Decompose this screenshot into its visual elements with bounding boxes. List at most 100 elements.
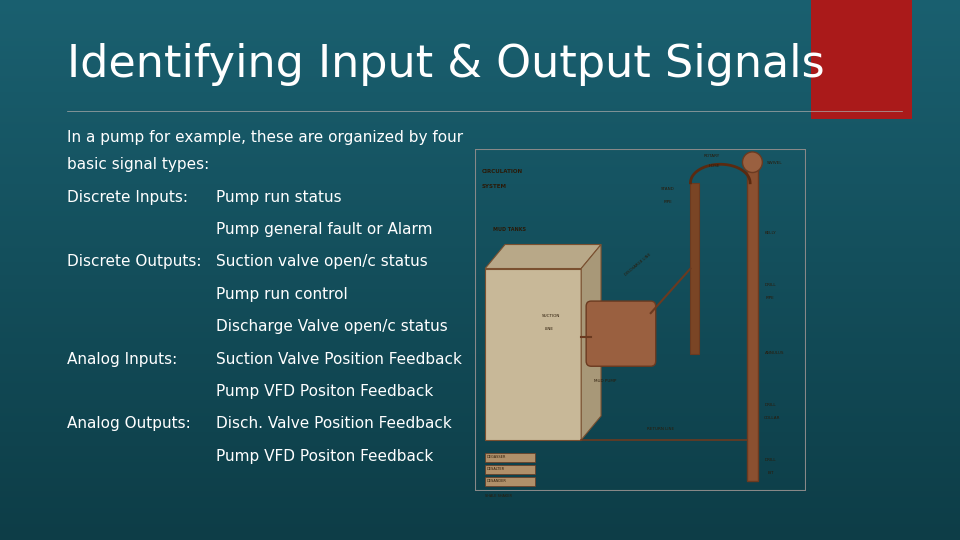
Text: Disch. Valve Position Feedback: Disch. Valve Position Feedback <box>216 416 452 431</box>
Bar <box>0 316 960 319</box>
Bar <box>0 248 960 251</box>
Bar <box>0 267 960 270</box>
Bar <box>0 184 960 186</box>
Bar <box>0 151 960 154</box>
Bar <box>0 138 960 140</box>
Text: In a pump for example, these are organized by four: In a pump for example, these are organiz… <box>67 130 464 145</box>
Bar <box>0 38 960 40</box>
Bar <box>0 335 960 338</box>
Bar <box>0 313 960 316</box>
Bar <box>0 297 960 300</box>
Bar <box>0 346 960 348</box>
Bar <box>0 159 960 162</box>
Bar <box>0 472 960 475</box>
Bar <box>0 192 960 194</box>
Bar <box>0 378 960 381</box>
Bar <box>0 338 960 340</box>
Bar <box>0 167 960 170</box>
Bar <box>0 373 960 375</box>
Bar <box>0 413 960 416</box>
Bar <box>0 3 960 5</box>
Bar <box>0 535 960 537</box>
Bar <box>0 329 960 332</box>
Bar <box>0 478 960 481</box>
Bar <box>0 381 960 383</box>
Bar <box>0 408 960 410</box>
Bar <box>0 310 960 313</box>
Bar <box>0 356 960 359</box>
Bar <box>0 513 960 516</box>
Bar <box>0 43 960 46</box>
Bar <box>0 486 960 489</box>
Bar <box>0 302 960 305</box>
Bar <box>0 186 960 189</box>
Bar <box>0 510 960 513</box>
Bar <box>0 418 960 421</box>
Bar <box>0 94 960 97</box>
Bar <box>0 202 960 205</box>
Bar <box>0 321 960 324</box>
Bar <box>0 364 960 367</box>
Bar <box>0 367 960 370</box>
Bar <box>0 273 960 275</box>
Text: Pump run control: Pump run control <box>216 287 348 302</box>
Bar <box>0 51 960 54</box>
Bar <box>0 40 960 43</box>
Bar <box>0 284 960 286</box>
Bar <box>0 81 960 84</box>
Bar <box>0 59 960 62</box>
Bar <box>0 124 960 127</box>
Bar <box>0 221 960 224</box>
Bar <box>0 68 960 70</box>
Bar <box>0 119 960 122</box>
Bar <box>0 265 960 267</box>
Bar <box>0 97 960 100</box>
Bar <box>0 386 960 389</box>
Bar <box>0 462 960 464</box>
Bar <box>0 127 960 130</box>
Bar <box>0 157 960 159</box>
Text: Pump VFD Positon Feedback: Pump VFD Positon Feedback <box>216 449 433 464</box>
Bar <box>0 213 960 216</box>
Bar <box>0 524 960 526</box>
Bar <box>0 11 960 14</box>
Bar <box>0 481 960 483</box>
Bar <box>0 251 960 254</box>
Bar <box>0 424 960 427</box>
Bar <box>0 435 960 437</box>
Bar <box>0 456 960 459</box>
Bar <box>0 100 960 103</box>
Bar <box>0 362 960 364</box>
Bar <box>0 146 960 148</box>
Bar <box>0 256 960 259</box>
Bar <box>0 54 960 57</box>
Bar <box>0 73 960 76</box>
Bar <box>0 92 960 94</box>
Text: Pump VFD Positon Feedback: Pump VFD Positon Feedback <box>216 384 433 399</box>
Bar <box>0 224 960 227</box>
Bar <box>0 230 960 232</box>
Text: Pump run status: Pump run status <box>216 190 342 205</box>
Text: Identifying Input & Output Signals: Identifying Input & Output Signals <box>67 43 825 86</box>
Bar <box>0 86 960 89</box>
Bar <box>0 421 960 424</box>
Bar <box>0 49 960 51</box>
Bar <box>0 148 960 151</box>
Bar <box>0 475 960 478</box>
Bar <box>0 130 960 132</box>
Bar <box>0 383 960 386</box>
Bar <box>0 140 960 143</box>
Bar <box>0 84 960 86</box>
Bar <box>0 132 960 135</box>
Bar <box>0 227 960 229</box>
Bar <box>0 526 960 529</box>
Bar <box>0 443 960 445</box>
Bar <box>0 246 960 248</box>
Bar <box>0 402 960 405</box>
Bar <box>0 278 960 281</box>
Bar <box>0 405 960 408</box>
Bar <box>0 489 960 491</box>
Bar <box>0 505 960 508</box>
Bar <box>0 19 960 22</box>
Text: Pump general fault or Alarm: Pump general fault or Alarm <box>216 222 433 237</box>
